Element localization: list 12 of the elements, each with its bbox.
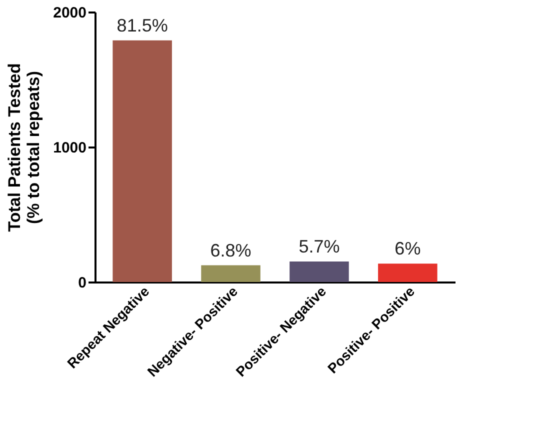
annotation: 6.8%	[210, 240, 252, 260]
y-axis-title: Total Patients Tested (% to total repeats)	[5, 63, 44, 232]
y-tick-label: 1000	[53, 140, 86, 156]
bar	[201, 265, 260, 282]
y-tick-label: 0	[78, 274, 86, 292]
y-tick-label: 2000	[53, 4, 86, 22]
annotation: 6%	[394, 238, 421, 259]
bar	[378, 264, 438, 282]
annotation: 81.5%	[116, 15, 168, 36]
bar	[290, 261, 349, 282]
bar	[112, 40, 172, 282]
annotation: 5.7%	[298, 236, 340, 256]
